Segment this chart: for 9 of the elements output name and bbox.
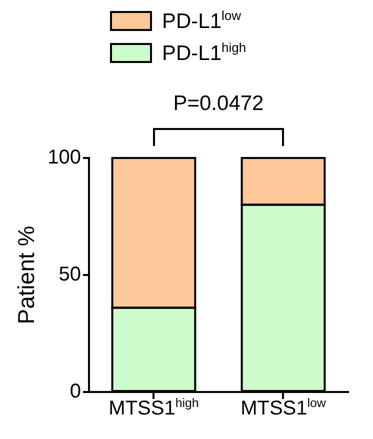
x-tick-label: MTSS1$^{high}$ xyxy=(108,396,199,421)
legend-label: PD-L1$^{high}$ xyxy=(162,40,246,66)
y-axis-title: Patient % xyxy=(13,226,40,324)
y-tick-label: 100 xyxy=(48,146,81,169)
text: P=0.0472 xyxy=(173,92,264,116)
x-tick-label: MTSS1$^{low}$ xyxy=(240,396,326,421)
y-tick-label: 0 xyxy=(70,380,81,403)
y-tick-label: 50 xyxy=(58,264,81,286)
legend-label: PD-L1$^{low}$ xyxy=(162,8,242,34)
